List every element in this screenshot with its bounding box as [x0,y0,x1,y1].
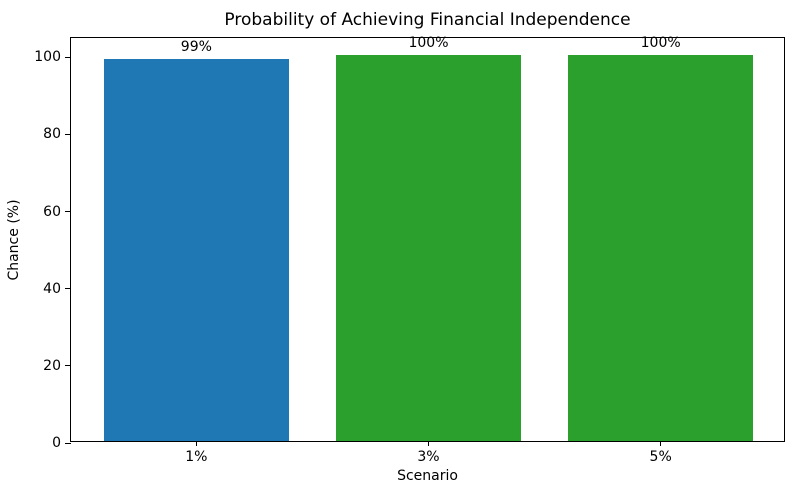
y-tick-label: 0 [52,435,61,451]
x-tick-mark [195,441,197,446]
x-axis-label: Scenario [397,468,458,484]
y-tick-label: 100 [34,49,61,66]
y-tick-label: 60 [43,203,61,220]
bar-1% [103,59,290,441]
x-tick-label: 3% [417,449,440,465]
x-tick-label: 1% [185,449,208,465]
x-tick-label: 5% [649,449,672,465]
x-tick-mark [428,441,429,446]
bar-3% [335,55,522,441]
y-tick-mark [65,442,71,444]
x-tick-mark [660,441,662,446]
y-tick-mark [65,211,71,213]
y-tick-label: 80 [43,126,61,143]
bar-5% [567,55,754,441]
y-tick-label: 40 [43,280,61,297]
y-tick-mark [65,133,71,135]
plot-area: 99% 100% 100% 0 20 40 60 80 100 1% 3% 5% [34,35,785,465]
bar-value-label: 100% [640,35,681,52]
chart-title: Probability of Achieving Financial Indep… [224,10,631,30]
y-tick-mark [65,56,71,58]
y-tick-mark [65,365,71,367]
y-tick-mark [65,288,71,290]
bar-value-label: 100% [408,35,449,52]
y-tick-label: 20 [43,357,61,374]
y-axis-label: Chance (%) [6,199,22,281]
bar-value-label: 99% [180,39,212,56]
